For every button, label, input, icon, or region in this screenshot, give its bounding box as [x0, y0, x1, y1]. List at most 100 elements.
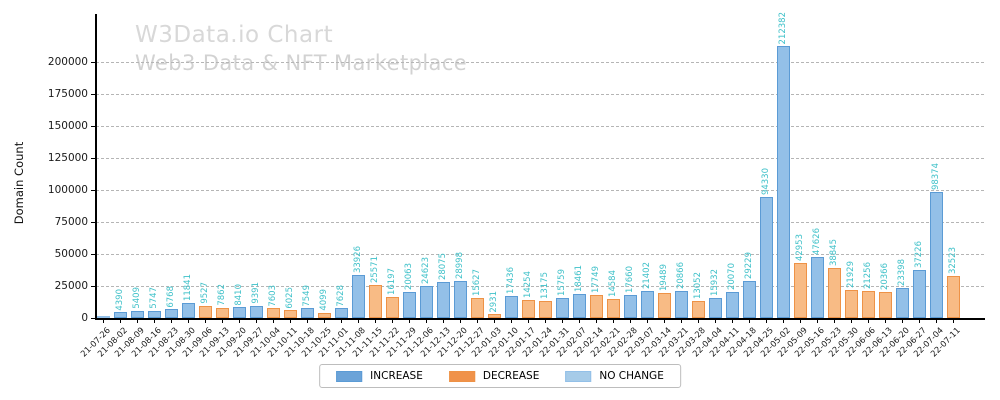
- x-tick-mark: [714, 319, 716, 323]
- bar-22-04-25: [759, 197, 773, 318]
- bar-21-10-18: [300, 308, 314, 318]
- bar-value-label: 20866: [675, 262, 686, 290]
- bar-22-03-28: [691, 301, 705, 318]
- bar-value-label: 4099: [318, 289, 329, 311]
- x-tick-mark: [476, 319, 478, 323]
- y-tick-mark: [91, 158, 96, 160]
- x-tick-mark: [952, 319, 954, 323]
- bar-22-01-17: [521, 299, 535, 318]
- watermark-subtitle: Web3 Data & NFT Marketplace: [135, 51, 468, 75]
- x-tick-mark: [561, 319, 563, 323]
- legend: INCREASE DECREASE NO CHANGE: [319, 364, 681, 388]
- y-tick-mark: [91, 286, 96, 288]
- bar-21-10-11: [283, 310, 297, 318]
- bar-value-label: 5409: [131, 287, 142, 310]
- bar-22-04-11: [725, 292, 739, 318]
- bar-22-01-03: [487, 314, 501, 318]
- x-tick-mark: [884, 319, 886, 323]
- x-tick-mark: [204, 319, 206, 323]
- x-tick-mark: [918, 319, 920, 323]
- bar-value-label: 98374: [930, 163, 941, 191]
- x-tick-mark: [782, 319, 784, 323]
- bar-value-label: 94330: [760, 168, 771, 196]
- x-tick-mark: [391, 319, 393, 323]
- gridline: [96, 254, 984, 255]
- legend-item-decrease: DECREASE: [448, 370, 539, 382]
- bar-value-label: 33926: [352, 245, 363, 273]
- gridline: [96, 62, 984, 63]
- legend-swatch: [565, 370, 592, 382]
- bar-value-label: 11841: [182, 273, 193, 301]
- y-tick-label: 0: [81, 311, 88, 324]
- bar-21-10-25: [317, 312, 331, 318]
- bar-22-05-09: [793, 263, 807, 318]
- bar-value-label: 13052: [692, 272, 703, 300]
- bar-21-11-08: [351, 274, 365, 318]
- x-tick-mark: [272, 319, 274, 323]
- gridline: [96, 286, 984, 287]
- x-tick-mark: [459, 319, 461, 323]
- bar-22-06-13: [878, 291, 892, 318]
- x-tick-mark: [646, 319, 648, 323]
- bar-value-label: 28998: [454, 251, 465, 279]
- bar-value-label: 6025: [284, 286, 295, 309]
- bar-value-label: 17660: [624, 266, 635, 294]
- bar-21-09-06: [198, 305, 212, 318]
- bar-21-09-13: [215, 307, 229, 318]
- bar-22-03-07: [640, 290, 654, 318]
- x-tick-mark: [901, 319, 903, 323]
- x-tick-mark: [799, 319, 801, 323]
- bar-value-label: 17436: [505, 266, 516, 294]
- bar-22-05-16: [810, 257, 824, 318]
- legend-label: INCREASE: [370, 370, 423, 382]
- x-tick-mark: [935, 319, 937, 323]
- bar-21-08-02: [113, 312, 127, 318]
- x-tick-mark: [136, 319, 138, 323]
- x-tick-mark: [357, 319, 359, 323]
- bar-21-11-15: [368, 285, 382, 318]
- legend-item-increase: INCREASE: [336, 370, 423, 382]
- x-tick-mark: [612, 319, 614, 323]
- y-tick-label: 25000: [54, 279, 88, 292]
- gridline: [96, 222, 984, 223]
- bar-value-label: 29229: [743, 251, 754, 279]
- gridline: [96, 94, 984, 95]
- bar-22-05-02: [776, 46, 790, 318]
- x-tick-mark: [374, 319, 376, 323]
- bar-22-02-21: [606, 299, 620, 318]
- bar-value-label: 21929: [845, 260, 856, 288]
- bar-22-02-28: [623, 295, 637, 318]
- bar-21-08-16: [147, 310, 161, 318]
- bar-22-05-30: [844, 289, 858, 318]
- x-axis-spine: [95, 318, 985, 320]
- bar-21-09-27: [249, 305, 263, 318]
- x-tick-mark: [255, 319, 257, 323]
- x-tick-mark: [544, 319, 546, 323]
- x-tick-mark: [833, 319, 835, 323]
- bar-value-label: 9527: [199, 282, 210, 304]
- x-tick-mark: [170, 319, 172, 323]
- bar-value-label: 20063: [403, 263, 414, 291]
- bar-value-label: 8410: [233, 283, 244, 306]
- bar-value-label: 5747: [148, 287, 159, 309]
- bar-value-label: 14584: [607, 270, 618, 298]
- x-tick-mark: [816, 319, 818, 323]
- bar-value-label: 37226: [913, 241, 924, 269]
- x-tick-mark: [731, 319, 733, 323]
- bar-value-label: 212382: [777, 11, 788, 45]
- bar-22-06-06: [861, 290, 875, 318]
- x-tick-mark: [867, 319, 869, 323]
- y-tick-label: 75000: [54, 215, 88, 228]
- y-tick-label: 50000: [54, 247, 88, 260]
- y-tick-mark: [91, 222, 96, 224]
- bar-value-label: 16197: [386, 268, 397, 296]
- bar-21-11-29: [402, 292, 416, 318]
- legend-swatch: [448, 370, 475, 382]
- bar-22-07-11: [946, 276, 960, 318]
- x-tick-mark: [510, 319, 512, 323]
- x-tick-mark: [221, 319, 223, 323]
- y-tick-label: 150000: [47, 119, 88, 132]
- bar-22-03-14: [657, 293, 671, 318]
- bar-21-10-04: [266, 308, 280, 318]
- legend-label: NO CHANGE: [599, 370, 664, 382]
